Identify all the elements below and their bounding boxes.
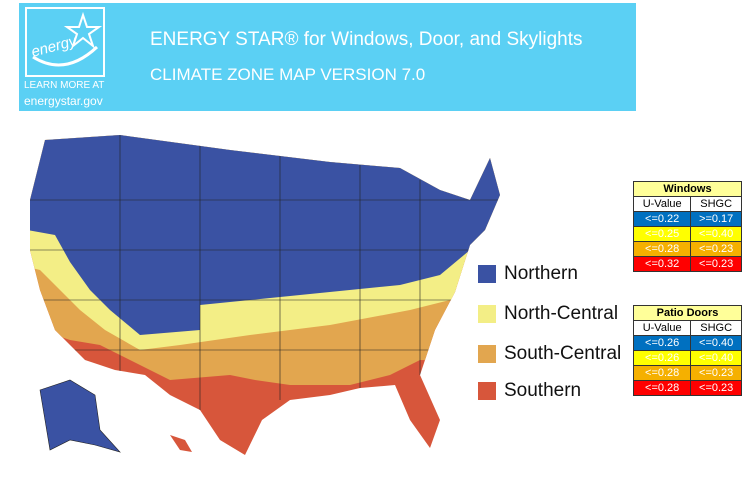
legend-item: Southern: [478, 380, 581, 402]
legend-swatch: [478, 305, 496, 323]
table-row: <=0.22 >=0.17: [632, 211, 742, 227]
column-header: SHGC: [690, 196, 742, 212]
link[interactable]: energystar.gov: [24, 94, 103, 108]
banner: energy LEARN MORE AT energystar.gov ENER…: [19, 3, 636, 111]
table-row: <=0.28 <=0.23: [632, 241, 742, 257]
table-row: <=0.25 <=0.40: [632, 226, 742, 242]
legend-item: Northern: [478, 263, 578, 285]
table-cell: <=0.23: [690, 380, 742, 396]
legend-item: North-Central: [478, 303, 618, 325]
spec-table: Patio Doors U-Value SHGC <=0.26 <=0.40 <=0.26…: [632, 305, 742, 396]
table-cell: <=0.22: [632, 211, 692, 227]
table-cell: <=0.40: [690, 335, 742, 351]
table-row: <=0.28 <=0.23: [632, 365, 742, 381]
table-row: <=0.28 <=0.23: [632, 380, 742, 396]
table-title-row: Patio Doors: [633, 305, 742, 321]
table-cell: <=0.23: [690, 365, 742, 381]
table-header-row: U-Value SHGC: [632, 320, 742, 336]
table-cell: <=0.26: [632, 335, 692, 351]
table-cell: <=0.23: [690, 256, 742, 272]
table-header-row: U-Value SHGC: [632, 196, 742, 212]
legend-swatch: [478, 265, 496, 283]
table-cell: <=0.32: [632, 256, 692, 272]
table-cell: <=0.40: [690, 350, 742, 366]
hawaii: [170, 435, 192, 452]
table-title: Windows: [633, 181, 742, 197]
column-header: SHGC: [690, 320, 742, 336]
legend-swatch: [478, 382, 496, 400]
legend-swatch: [478, 345, 496, 363]
title: ENERGY STAR® for Windows, Door, and Skyl…: [150, 29, 583, 50]
legend-label: Southern: [504, 380, 582, 401]
table-cell: <=0.23: [690, 241, 742, 257]
table-cell: >=0.17: [690, 211, 742, 227]
table-row: <=0.26 <=0.40: [632, 350, 742, 366]
column-header: U-Value: [632, 320, 692, 336]
table-title: Patio Doors: [633, 305, 742, 321]
table-cell: <=0.28: [632, 241, 692, 257]
legend-label: Northern: [504, 263, 578, 284]
column-header: U-Value: [632, 196, 692, 212]
subtitle: CLIMATE ZONE MAP VERSION 7.0: [150, 65, 426, 84]
table-row: <=0.26 <=0.40: [632, 335, 742, 351]
table-cell: <=0.40: [690, 226, 742, 242]
legend-item: South-Central: [478, 343, 621, 365]
table-cell: <=0.28: [632, 380, 692, 396]
table-cell: <=0.28: [632, 365, 692, 381]
learn-more: LEARN MORE AT: [24, 80, 105, 91]
table-title-row: Windows: [633, 181, 742, 197]
alaska: [39, 379, 121, 453]
table-row: <=0.32 <=0.23: [632, 256, 742, 272]
table-cell: <=0.25: [632, 226, 692, 242]
spec-table: Windows U-Value SHGC <=0.22 >=0.17 <=0.25 <=0.…: [632, 181, 742, 272]
legend-label: South-Central: [504, 343, 622, 364]
logo: energy: [25, 7, 105, 77]
table-cell: <=0.26: [632, 350, 692, 366]
legend-label: North-Central: [504, 303, 619, 324]
